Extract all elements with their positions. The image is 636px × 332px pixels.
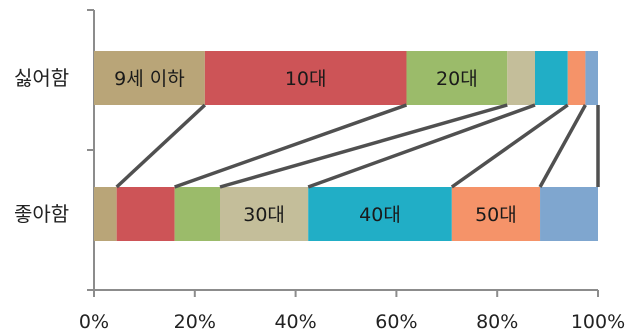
x-tick-label: 40%: [274, 311, 316, 332]
segment-label: 30대: [243, 204, 285, 226]
segment-label: 9세 이하: [114, 68, 185, 90]
bar-segment: [204, 51, 407, 105]
category-label: 싫어함: [14, 66, 69, 90]
bar-segment: [451, 187, 541, 241]
connector-line: [115, 103, 207, 189]
segment-label: 20대: [436, 68, 478, 90]
bar-segment: [507, 51, 535, 105]
x-tick-label: 100%: [571, 311, 625, 332]
bar-segment: [174, 187, 220, 241]
category-label: 좋아함: [14, 202, 69, 226]
segment-label: 50대: [475, 204, 517, 226]
bar-segment: [116, 187, 175, 241]
segment-label: 10대: [285, 68, 327, 90]
labels: 9세 이하 10대 20대 30대 40대 50대: [114, 68, 517, 226]
connector-lines: [115, 103, 600, 189]
bar-segment: [406, 51, 508, 105]
bar-segment: [567, 51, 586, 105]
bar-segment: [94, 51, 205, 105]
bar-segment: [220, 187, 309, 241]
x-tick-label: 0%: [79, 311, 109, 332]
bar-segment: [585, 51, 598, 105]
x-tick-label: 60%: [375, 311, 417, 332]
bar-segment: [535, 51, 568, 105]
connector-line: [219, 103, 508, 189]
bar-segment: [540, 187, 598, 241]
connector-line: [538, 104, 587, 188]
connector-line: [174, 103, 408, 189]
x-tick-label: 80%: [476, 311, 518, 332]
bar-segment: [94, 187, 117, 241]
connector-line: [450, 103, 569, 189]
bars: [94, 51, 598, 241]
x-tick-label: 20%: [174, 311, 216, 332]
connector-line: [307, 103, 536, 189]
bar-segment: [308, 187, 452, 241]
segment-label: 40대: [359, 204, 401, 226]
